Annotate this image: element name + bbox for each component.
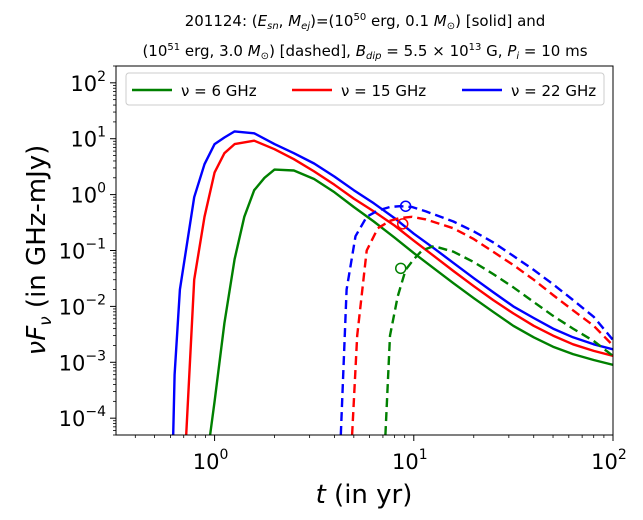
y-tick-label: 10−4 xyxy=(59,404,106,431)
y-axis-label: νFν (in GHz-mJy) xyxy=(22,145,56,356)
tick-layer: 100 101 102 10−4 10−3 10−2 10−1 100 101 102 xyxy=(59,65,627,474)
marker-nu-15-ghz-dashed xyxy=(396,218,409,230)
plot-frame xyxy=(115,65,614,436)
chart-title-line-1: 201124: (Esn, Mej)=(1050 erg, 0.1 M⊙) [s… xyxy=(185,12,546,32)
legend-label: ν = 22 GHz xyxy=(511,82,596,100)
series-line-nu-22-ghz xyxy=(172,130,613,435)
x-axis-label: t (in yr) xyxy=(316,480,413,510)
y-tick-label: 100 xyxy=(70,181,106,208)
x-tick-label: 100 xyxy=(193,447,229,474)
y-tick-label: 102 xyxy=(70,69,106,96)
series-line-nu-6-ghz xyxy=(208,168,613,435)
legend: ν = 6 GHz ν = 15 GHz ν = 22 GHz xyxy=(125,72,605,106)
marker-nu-22-ghz-dashed xyxy=(399,200,412,212)
x-tick-label: 102 xyxy=(591,447,627,474)
legend-label: ν = 6 GHz xyxy=(181,82,257,100)
y-tick-label: 101 xyxy=(70,125,106,152)
series-line-nu-6-ghz-dashed xyxy=(384,244,613,435)
series-line-nu-22-ghz-dashed xyxy=(339,204,613,435)
legend-label: ν = 15 GHz xyxy=(341,82,426,100)
marker-nu-6-ghz-dashed xyxy=(394,262,407,275)
chart-title-line-2: (1051 erg, 3.0 M⊙) [dashed], Bdip = 5.5 … xyxy=(142,42,587,62)
y-tick-label: 10−3 xyxy=(59,348,106,375)
series-line-nu-15-ghz-dashed xyxy=(350,215,613,435)
y-tick-label: 10−2 xyxy=(59,292,106,319)
series-layer xyxy=(172,130,613,435)
x-tick-label: 101 xyxy=(392,447,428,474)
marker-layer xyxy=(394,200,412,275)
y-tick-label: 10−1 xyxy=(59,237,106,264)
legend-box xyxy=(125,72,605,106)
